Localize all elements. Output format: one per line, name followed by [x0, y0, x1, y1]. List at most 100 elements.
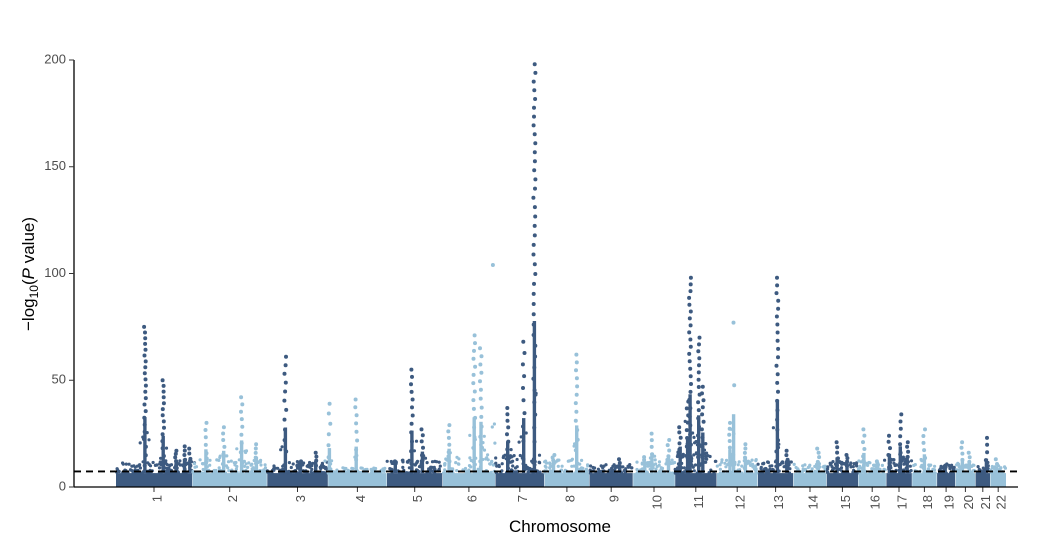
peak-point [784, 448, 789, 453]
y-axis-title: −log10(P value) [19, 217, 41, 331]
variant-point [591, 465, 595, 470]
peak-point [478, 387, 483, 392]
variant-point [509, 448, 513, 452]
chromosome-3-peak-2 [295, 459, 305, 474]
variant-point [486, 453, 490, 457]
peak-point [284, 354, 288, 359]
peak-point [522, 374, 527, 379]
chromosome-12-peak-3 [742, 442, 752, 474]
peak-point [687, 295, 692, 300]
peak-point [688, 374, 693, 379]
peak-point [575, 428, 580, 432]
peak-point [743, 442, 748, 447]
variant-point [693, 463, 698, 467]
peak-point [687, 414, 692, 419]
x-tick-label-21: 21 [978, 495, 993, 509]
variant-point [509, 460, 514, 464]
peak-point [479, 414, 484, 419]
peak-point [688, 344, 693, 349]
variant-point [385, 459, 389, 463]
chromosome-4-baseline-band [328, 473, 387, 487]
peak-point [478, 362, 483, 367]
peak-point [887, 461, 892, 466]
peak-point [700, 405, 705, 410]
peak-point [861, 463, 866, 468]
chromosome-2-points [191, 395, 268, 487]
peak-point [143, 336, 148, 341]
variant-point [998, 467, 1002, 471]
peak-point [774, 449, 779, 454]
variant-point [229, 459, 233, 463]
variant-point [482, 434, 486, 438]
peak-point [775, 330, 780, 335]
peak-point [522, 351, 527, 355]
chromosome-7-peak-3 [531, 62, 538, 474]
variant-point [301, 463, 305, 467]
variant-point [570, 457, 575, 461]
variant-point [868, 461, 872, 465]
variant-point [685, 442, 689, 446]
peak-point [677, 430, 682, 435]
variant-point [201, 467, 205, 472]
peak-point [677, 441, 682, 446]
peak-point [505, 447, 510, 452]
peak-point [775, 338, 780, 343]
variant-point [602, 464, 606, 468]
peak-point [649, 431, 654, 436]
variant-point [490, 425, 494, 429]
variant-point [311, 461, 315, 465]
peak-point [573, 418, 578, 423]
variant-point [371, 471, 375, 475]
peak-point [239, 409, 243, 414]
variant-point [226, 460, 231, 464]
variant-point [500, 469, 504, 473]
variant-point [871, 467, 875, 471]
variant-point [771, 426, 776, 430]
peak-point [239, 432, 244, 437]
peak-point [142, 353, 147, 358]
peak-point [775, 283, 780, 288]
peak-point [687, 316, 692, 321]
chromosome-2-peak-2 [218, 425, 229, 474]
variant-point [748, 463, 753, 467]
variant-point [137, 464, 141, 468]
peak-point [182, 444, 187, 449]
peak-point [696, 433, 700, 438]
variant-point [515, 465, 519, 469]
peak-point [143, 444, 148, 449]
variant-point [803, 463, 807, 467]
variant-point [471, 446, 475, 450]
peak-point [532, 132, 537, 137]
variant-point [345, 470, 349, 474]
peak-point [887, 433, 891, 438]
variant-point [986, 460, 990, 465]
chromosome-13-peak-1 [771, 275, 781, 474]
x-tick-label-9: 9 [607, 495, 622, 502]
variant-point [205, 456, 209, 461]
peak-point [282, 398, 287, 403]
y-axis-title-open: ( [19, 279, 38, 285]
peak-point [688, 337, 693, 342]
peak-point [240, 461, 245, 466]
peak-point [532, 365, 537, 370]
variant-point [831, 460, 835, 464]
variant-point [526, 466, 530, 470]
peak-point [478, 459, 483, 464]
peak-point [420, 433, 425, 438]
peak-point [696, 455, 701, 460]
variant-point [178, 459, 182, 463]
variant-point [903, 457, 908, 462]
peak-point [410, 374, 414, 379]
variant-point [443, 462, 447, 466]
variant-point [901, 455, 906, 459]
variant-point [463, 466, 468, 471]
peak-point [161, 389, 166, 394]
peak-point [649, 461, 654, 466]
chromosome-10-points [633, 431, 677, 487]
chromosome-21-points [975, 435, 991, 487]
chromosome-22-baseline-band [990, 473, 1006, 487]
variant-point [825, 469, 829, 473]
peak-point [313, 450, 318, 455]
variant-point [442, 471, 446, 475]
